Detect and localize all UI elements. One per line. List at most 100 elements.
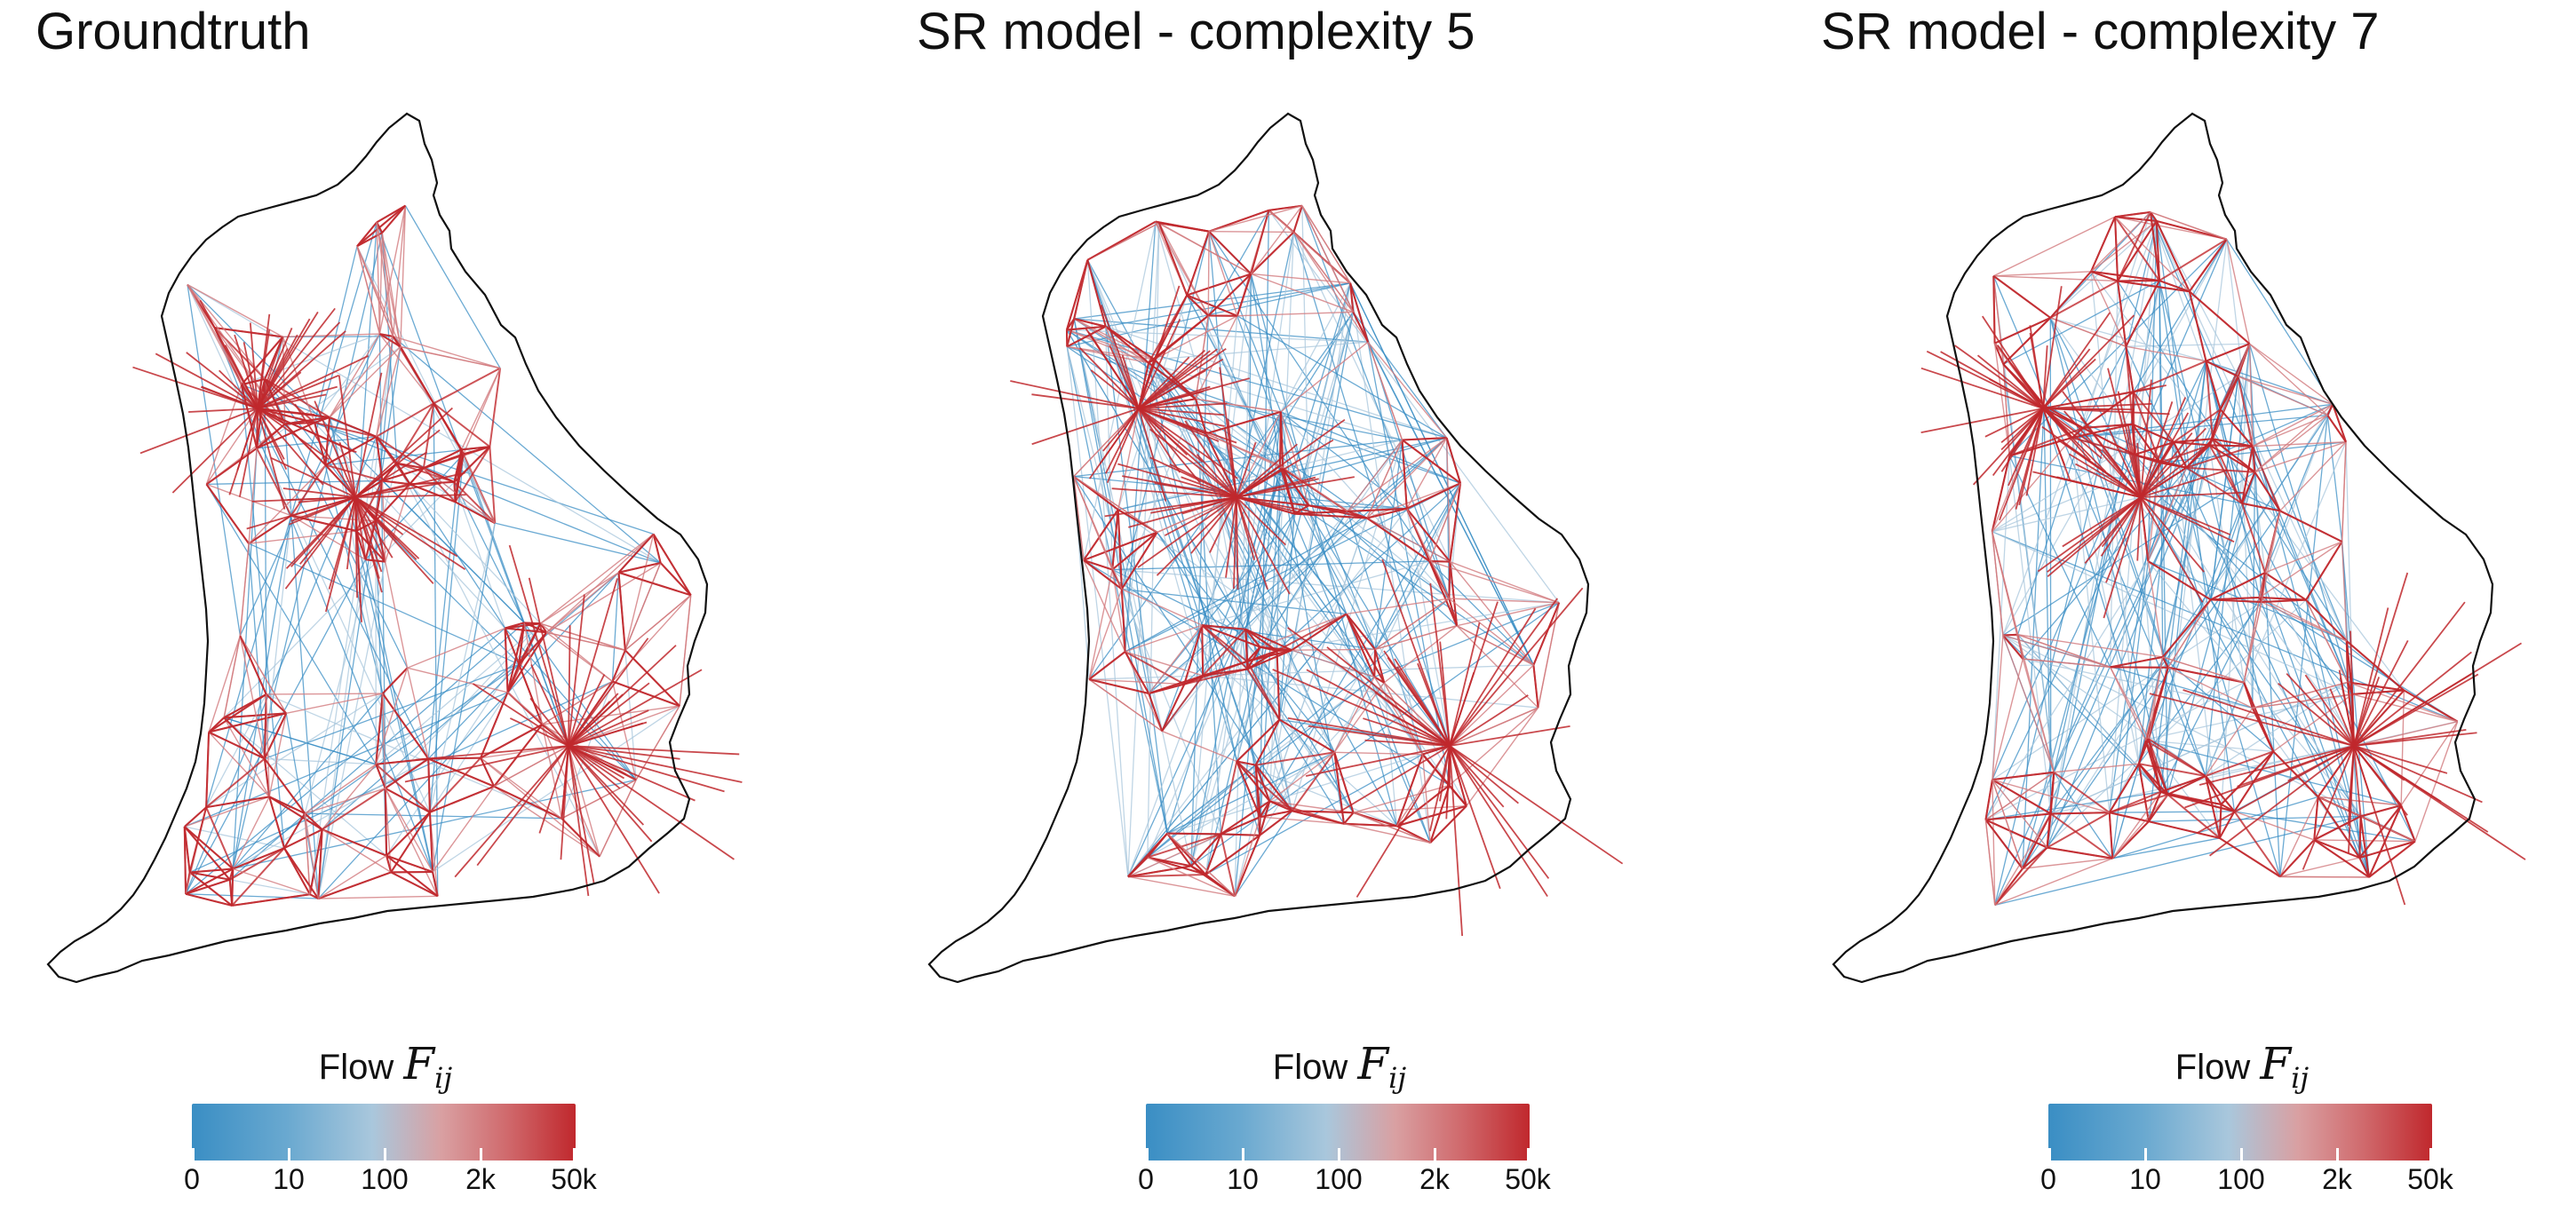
legend-tick-label: 50k xyxy=(2407,1163,2453,1195)
low-flow-line xyxy=(2226,239,2334,405)
flow-lines xyxy=(132,204,743,907)
high-flow-line xyxy=(2050,812,2110,815)
high-flow-line xyxy=(188,806,208,873)
high-flow-line xyxy=(374,520,386,562)
high-flow-line xyxy=(1250,231,1295,275)
legend-tick xyxy=(2048,1148,2051,1161)
low-flow-line xyxy=(2050,681,2349,815)
low-flow-line xyxy=(2046,220,2158,848)
hub-flow-line xyxy=(1449,745,1550,879)
legend-tick xyxy=(384,1148,386,1161)
high-flow-line xyxy=(1148,294,1189,364)
panel-sr-complexity-7: SR model - complexity 7 Flow Fij 0 10 10… xyxy=(1821,0,2576,1212)
high-flow-line xyxy=(506,622,526,693)
hub-flow-line xyxy=(1087,331,1140,409)
hub-flow-line xyxy=(354,494,466,498)
low-flow-line xyxy=(1208,231,1376,650)
low-flow-line xyxy=(2147,560,2362,817)
low-flow-line xyxy=(2109,281,2119,668)
high-flow-line xyxy=(2126,345,2206,362)
hub-flow-line xyxy=(568,745,660,894)
hub-flow-line xyxy=(1308,725,1451,747)
high-flow-line xyxy=(184,826,234,870)
high-flow-line xyxy=(2090,270,2160,282)
high-flow-line xyxy=(1246,661,1281,720)
low-flow-line xyxy=(317,572,619,899)
hub-flow-line xyxy=(354,496,383,593)
high-flow-line xyxy=(2219,376,2239,410)
high-flow-line xyxy=(1208,209,1269,233)
high-flow-line xyxy=(617,572,626,651)
hub-flow-line xyxy=(2140,496,2231,535)
high-flow-line xyxy=(264,336,284,380)
legend-tick-label: 10 xyxy=(2129,1163,2161,1195)
low-flow-line xyxy=(232,758,429,870)
low-flow-line xyxy=(1278,719,1345,825)
hub-flow-line xyxy=(2353,745,2406,906)
low-flow-line xyxy=(2148,693,2353,740)
high-flow-line xyxy=(2251,446,2256,472)
high-flow-line xyxy=(2313,796,2319,841)
hub-flow-line xyxy=(1236,443,1298,498)
low-flow-line xyxy=(2022,599,2307,869)
high-flow-line xyxy=(1993,271,2092,277)
high-flow-line xyxy=(2188,238,2228,292)
high-flow-line xyxy=(286,693,383,715)
low-flow-line xyxy=(2112,796,2318,859)
high-flow-line xyxy=(2360,804,2402,818)
high-flow-line xyxy=(618,561,661,574)
high-flow-line xyxy=(493,724,544,788)
high-flow-line xyxy=(1251,273,1354,313)
high-flow-line xyxy=(266,693,383,695)
high-flow-line xyxy=(2279,441,2347,511)
high-flow-line xyxy=(2002,635,2055,773)
high-flow-line xyxy=(1127,833,1221,877)
high-flow-line xyxy=(540,572,619,624)
high-flow-line xyxy=(1236,311,1354,317)
high-flow-line xyxy=(248,530,357,544)
hub-flow-line xyxy=(1233,496,1237,590)
high-flow-line xyxy=(2305,599,2349,683)
hub-flow-line xyxy=(186,352,258,409)
hub-flow-line xyxy=(1449,601,1499,747)
legend-subscript: ij xyxy=(2291,1061,2310,1095)
high-flow-line xyxy=(1992,531,2023,660)
hub-flow-line xyxy=(2353,745,2408,816)
high-flow-line xyxy=(409,467,425,485)
low-flow-line xyxy=(2071,415,2328,439)
high-flow-line xyxy=(1992,779,2023,869)
high-flow-line xyxy=(381,233,394,337)
high-flow-line xyxy=(2249,343,2328,416)
low-flow-line xyxy=(1280,411,1408,510)
low-flow-line xyxy=(2042,408,2147,741)
high-flow-line xyxy=(1456,602,1560,627)
high-flow-line xyxy=(542,705,680,725)
hub-flow-line xyxy=(2353,639,2409,747)
high-flow-line xyxy=(523,622,547,634)
high-flow-line xyxy=(1268,751,1335,802)
high-flow-line xyxy=(1449,598,1560,604)
high-flow-line xyxy=(2090,220,2158,273)
high-flow-line xyxy=(1450,561,1560,604)
hub-flow-line xyxy=(1449,745,1519,804)
low-flow-line xyxy=(1205,232,1295,875)
low-flow-line xyxy=(1428,560,1534,666)
high-flow-line xyxy=(2108,763,2140,813)
low-flow-line xyxy=(1073,475,1407,510)
high-flow-line xyxy=(375,764,386,789)
high-flow-line xyxy=(463,368,501,455)
hub-flow-line xyxy=(568,745,595,883)
low-flow-line xyxy=(2043,405,2052,814)
high-flow-line xyxy=(256,408,258,448)
legend-title: Flow Fij xyxy=(1144,1037,1535,1095)
high-flow-line xyxy=(2237,376,2254,447)
high-flow-line xyxy=(1117,408,1140,511)
high-flow-line xyxy=(406,668,429,759)
high-flow-line xyxy=(1088,651,1126,680)
high-flow-line xyxy=(2133,360,2206,393)
low-flow-line xyxy=(1066,346,1129,877)
high-flow-line xyxy=(1220,761,1238,835)
low-flow-line xyxy=(429,692,509,813)
high-flow-line xyxy=(2279,510,2343,543)
high-flow-line xyxy=(2047,846,2113,859)
